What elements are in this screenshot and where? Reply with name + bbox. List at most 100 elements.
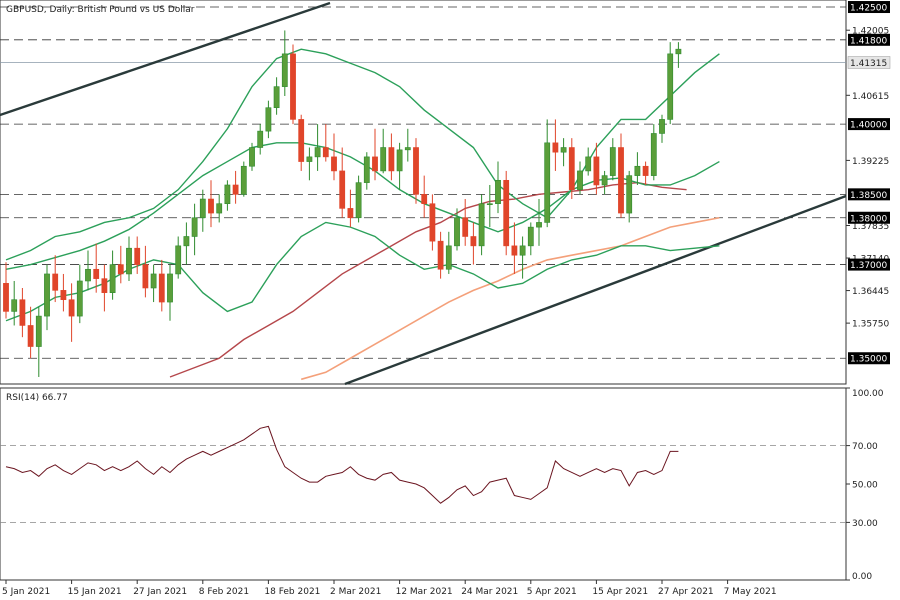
candle-body — [117, 264, 124, 275]
current-price-text: 1.41315 — [850, 59, 887, 69]
bull-candle — [85, 250, 91, 291]
candle-body — [257, 130, 264, 148]
candle-body — [232, 184, 239, 195]
rsi-tick-label: 30.00 — [852, 519, 878, 529]
level-label-text: 1.35000 — [850, 355, 887, 365]
horizontal-levels — [0, 6, 846, 359]
bear-candle — [60, 273, 67, 312]
bear-candle — [68, 283, 75, 342]
rsi-pane: RSI(14) 66.77 100.00 70.00 50.00 30.00 0.00 — [0, 387, 884, 582]
bull-candle — [76, 264, 83, 324]
candle-body — [3, 283, 9, 312]
bull-candle — [355, 175, 362, 223]
rsi-tick-label: 50.00 — [852, 481, 878, 491]
trendlines — [0, 1, 847, 386]
candle-body — [240, 165, 247, 195]
price-tick-label: 1.36445 — [852, 287, 889, 297]
candle-body — [618, 147, 624, 214]
date-tick-label: 24 Mar 2021 — [461, 587, 518, 597]
candle-body — [585, 156, 592, 172]
candle-body — [503, 179, 510, 247]
candle-body — [355, 182, 362, 219]
bull-candle — [634, 152, 641, 185]
candle-body — [199, 198, 206, 219]
bear-candle — [158, 259, 165, 312]
candle-body — [634, 165, 641, 176]
bull-candle — [183, 222, 190, 265]
candle-body — [462, 217, 469, 237]
bear-candle — [142, 245, 149, 298]
date-tick-label: 27 Jan 2021 — [133, 587, 187, 597]
candle-body — [93, 268, 100, 279]
candle-body — [454, 217, 460, 247]
bull-candle — [650, 124, 657, 181]
price-tick-label: 1.42005 — [852, 27, 889, 37]
bull-candle — [35, 306, 42, 377]
date-tick-label: 5 Jan 2021 — [2, 587, 50, 597]
bull-candle — [495, 161, 501, 214]
bull-candle — [445, 231, 452, 274]
candle-body — [44, 273, 50, 317]
bull-candle — [306, 147, 313, 181]
level-label: 1.41800 — [848, 33, 890, 46]
date-tick-label: 5 Apr 2021 — [527, 587, 577, 597]
level-label-text: 1.40000 — [850, 121, 887, 131]
candle-body — [593, 156, 600, 186]
rsi-tick-label: 70.00 — [852, 442, 878, 452]
price-tick-label: 1.40615 — [852, 92, 889, 102]
date-tick-label: 18 Feb 2021 — [264, 587, 320, 597]
candle-body — [216, 203, 223, 214]
rsi-tick-label: 0.00 — [852, 572, 872, 582]
candle-body — [601, 175, 608, 186]
candle-body — [68, 299, 75, 317]
candle-body — [224, 184, 231, 205]
candle-body — [191, 217, 198, 237]
bull-candle — [675, 42, 682, 68]
bull-candle — [265, 100, 272, 139]
bear-candle — [322, 124, 329, 162]
candle-body — [372, 156, 378, 172]
candle-body — [552, 142, 559, 153]
candle-body — [281, 53, 288, 87]
bull-candle — [167, 264, 173, 321]
level-label-text: 1.41800 — [850, 36, 887, 46]
bear-candle — [208, 180, 214, 228]
candle-body — [298, 119, 305, 162]
bull-candle — [454, 208, 460, 251]
bear-candle — [27, 306, 34, 359]
ma-mid-line — [169, 181, 687, 378]
candle-body — [470, 236, 477, 247]
bull-candle — [249, 142, 255, 171]
bear-candle — [429, 194, 436, 251]
candle-body — [265, 107, 272, 132]
candle-body — [667, 53, 674, 120]
date-tick-label: 15 Jan 2021 — [68, 587, 122, 597]
price-tick-label: 1.37835 — [852, 222, 889, 232]
candle-body — [208, 198, 214, 214]
time-axis: 5 Jan 2021 15 Jan 2021 27 Jan 2021 8 Feb 20… — [2, 580, 777, 597]
candlesticks — [3, 30, 682, 377]
bull-candle — [478, 194, 485, 256]
bull-candle — [659, 114, 665, 143]
bull-candle — [191, 203, 198, 256]
candle-body — [27, 325, 34, 347]
candle-body — [380, 147, 387, 172]
candle-body — [421, 194, 428, 205]
date-tick-label: 12 Mar 2021 — [396, 587, 453, 597]
level-label: 1.37000 — [848, 258, 890, 271]
candle-body — [609, 147, 616, 176]
bull-candle — [486, 184, 493, 228]
candle-body — [536, 222, 542, 228]
bear-candle — [117, 245, 124, 284]
candle-body — [60, 290, 67, 301]
bear-candle — [568, 138, 575, 200]
candle-body — [544, 142, 551, 223]
bollinger-upper — [5, 48, 720, 261]
date-tick-label: 27 Apr 2021 — [658, 587, 714, 597]
candle-body — [249, 147, 255, 167]
bear-candle — [331, 133, 337, 181]
candle-body — [659, 119, 665, 134]
candle-body — [142, 264, 149, 289]
bear-candle — [511, 222, 518, 274]
bear-candle — [372, 128, 378, 181]
